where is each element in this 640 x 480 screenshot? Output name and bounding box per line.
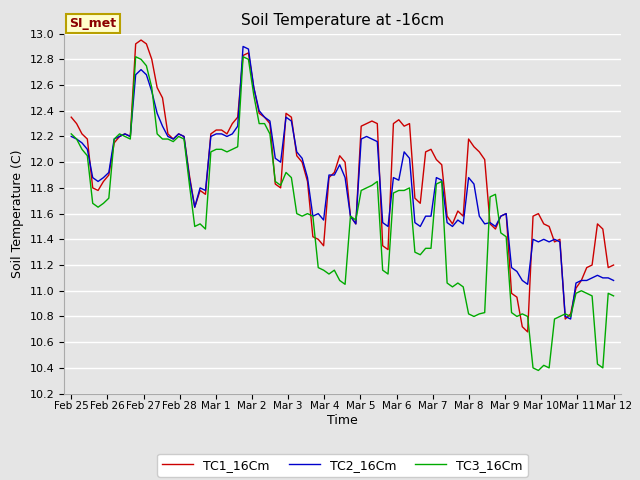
TC3_16Cm (320, 267, 328, 273)
TC2_16Cm (170, 136, 177, 142)
TC2_16Cm (239, 44, 247, 49)
TC2_16Cm (540, 237, 548, 242)
TC2_16Cm (67, 133, 75, 139)
TC3_16Cm (67, 131, 75, 137)
Line: TC3_16Cm: TC3_16Cm (71, 57, 614, 371)
TC3_16Cm (534, 368, 542, 373)
TC1_16Cm (67, 114, 75, 120)
TC1_16Cm (497, 213, 505, 219)
Line: TC2_16Cm: TC2_16Cm (71, 47, 614, 319)
TC2_16Cm (454, 217, 461, 223)
TC3_16Cm (175, 133, 182, 139)
Y-axis label: Soil Temperature (C): Soil Temperature (C) (11, 149, 24, 278)
TC2_16Cm (610, 277, 618, 283)
TC1_16Cm (137, 37, 145, 43)
TC3_16Cm (191, 224, 198, 229)
TC2_16Cm (497, 213, 505, 219)
X-axis label: Time: Time (327, 414, 358, 427)
Title: Soil Temperature at -16cm: Soil Temperature at -16cm (241, 13, 444, 28)
TC1_16Cm (454, 208, 461, 214)
TC2_16Cm (567, 316, 575, 322)
TC1_16Cm (320, 243, 328, 249)
Legend: TC1_16Cm, TC2_16Cm, TC3_16Cm: TC1_16Cm, TC2_16Cm, TC3_16Cm (157, 454, 528, 477)
TC1_16Cm (191, 204, 198, 210)
Line: TC1_16Cm: TC1_16Cm (71, 40, 614, 332)
TC1_16Cm (175, 131, 182, 137)
TC1_16Cm (545, 224, 553, 229)
Text: SI_met: SI_met (70, 17, 116, 30)
TC1_16Cm (610, 262, 618, 268)
TC3_16Cm (610, 293, 618, 299)
TC3_16Cm (454, 280, 461, 286)
TC3_16Cm (132, 54, 140, 60)
TC1_16Cm (524, 329, 531, 335)
TC3_16Cm (545, 365, 553, 371)
TC2_16Cm (186, 175, 193, 180)
TC2_16Cm (320, 217, 328, 223)
TC3_16Cm (497, 230, 505, 236)
